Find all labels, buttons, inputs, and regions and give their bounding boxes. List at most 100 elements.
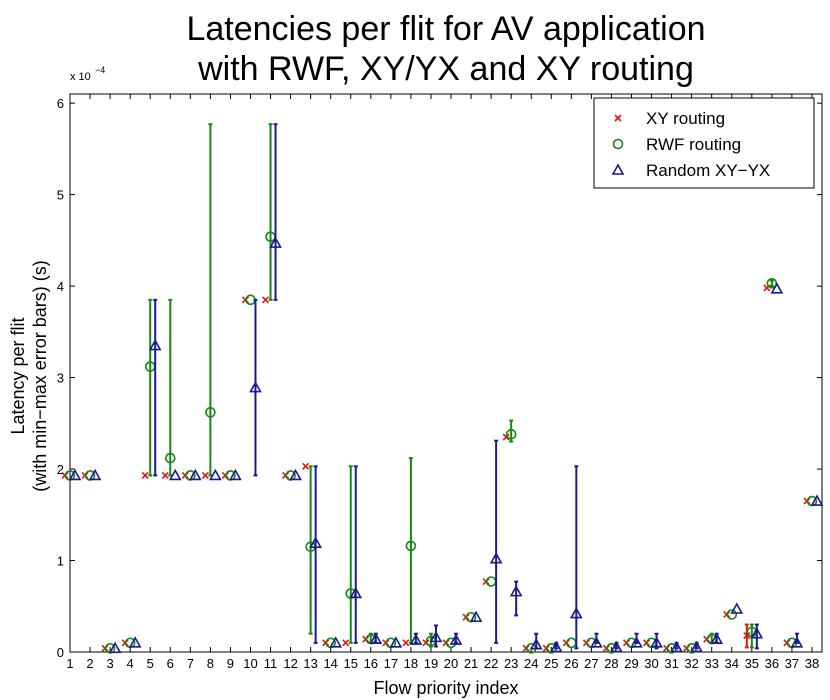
data-point-x	[201, 471, 209, 480]
title-line-1: Latencies per flit for AV application	[186, 10, 705, 48]
x-tick-label: 3	[106, 656, 113, 671]
x-tick-label: 1	[66, 656, 73, 671]
data-point-triangle	[369, 632, 383, 644]
x-tick-label: 6	[167, 656, 174, 671]
data-point-triangle	[108, 641, 122, 654]
x-tick-label: 29	[624, 656, 638, 671]
y-tick-label: 3	[57, 371, 64, 386]
legend-label: Random XY−YX	[646, 161, 770, 180]
data-point-triangle	[148, 338, 162, 351]
data-point-triangle	[810, 494, 824, 506]
data-point-triangle	[770, 282, 784, 294]
y-tick-label: 4	[57, 279, 64, 294]
x-tick-label: 22	[484, 656, 498, 671]
data-point-triangle	[128, 636, 142, 648]
data-point-x	[141, 471, 149, 480]
data-point-triangle	[429, 630, 443, 643]
x-tick-label: 34	[725, 656, 739, 671]
title-line-2: with RWF, XY/YX and XY routing	[197, 50, 694, 88]
y-exponent-power: −4	[95, 65, 105, 75]
data-point-triangle	[730, 602, 744, 614]
data-point-triangle	[549, 640, 563, 653]
data-point-triangle	[249, 380, 262, 393]
legend-marker-circle	[612, 138, 624, 150]
x-tick-label: 28	[604, 656, 618, 671]
data-point-triangle	[630, 636, 643, 648]
data-point-triangle	[690, 640, 704, 653]
data-point-circle	[505, 428, 517, 440]
legend-label: XY routing	[646, 109, 725, 128]
data-point-triangle	[670, 640, 683, 653]
data-point-triangle	[289, 468, 302, 481]
x-tick-label: 21	[464, 656, 478, 671]
data-point-triangle	[710, 632, 724, 644]
x-tick-label: 15	[344, 656, 358, 671]
x-tick-label: 19	[424, 656, 438, 671]
data-point-triangle	[329, 636, 343, 648]
data-point-triangle	[269, 236, 282, 248]
x-tick-label: 12	[283, 656, 297, 671]
data-point-triangle	[389, 636, 403, 648]
data-point-triangle	[489, 552, 503, 564]
data-point-x	[161, 471, 169, 480]
x-tick-label: 20	[444, 656, 458, 671]
x-tick-label: 23	[504, 656, 518, 671]
data-point-circle	[164, 452, 176, 464]
data-point-triangle	[188, 468, 202, 481]
x-tick-label: 16	[364, 656, 378, 671]
data-point-triangle	[790, 636, 804, 648]
x-tick-label: 14	[323, 656, 337, 671]
data-point-x	[743, 631, 751, 640]
legend-marker-x	[614, 114, 622, 122]
legend: XY routing RWF routing Random XY−YX	[593, 97, 815, 189]
x-tick-label: 2	[86, 656, 93, 671]
data-point-x	[402, 639, 410, 647]
x-tick-label: 18	[404, 656, 418, 671]
x-tick-label: 31	[664, 656, 678, 671]
y-tick-label: 0	[57, 645, 64, 660]
data-point-triangle	[509, 584, 523, 597]
legend-label: RWF routing	[646, 135, 741, 154]
data-point-x	[502, 433, 510, 441]
data-marks	[61, 123, 824, 654]
x-tick-label: 30	[644, 656, 658, 671]
y-axis-label: Latency per flit (with min−max error bar…	[8, 260, 50, 492]
x-tick-label: 37	[785, 656, 799, 671]
x-tick-label: 9	[227, 656, 234, 671]
x-tick-label: 8	[207, 656, 214, 671]
y-exponent-base: x 10	[70, 71, 91, 83]
x-tick-label: 27	[584, 656, 598, 671]
x-tick-label: 26	[564, 656, 578, 671]
data-point-triangle	[409, 633, 423, 645]
data-point-triangle	[469, 610, 483, 623]
legend-box	[593, 97, 815, 189]
data-point-x	[342, 639, 350, 647]
data-point-x	[302, 462, 310, 470]
data-point-circle	[205, 407, 216, 418]
x-tick-label: 13	[303, 656, 317, 671]
data-point-triangle	[449, 633, 463, 645]
legend-marker-triangle	[611, 163, 625, 175]
data-point-triangle	[750, 627, 764, 639]
x-tick-label: 24	[524, 656, 538, 671]
data-point-triangle	[88, 468, 102, 481]
data-point-triangle	[168, 468, 182, 481]
x-tick-label: 10	[243, 656, 257, 671]
data-point-triangle	[569, 606, 583, 619]
legend-items: XY routing RWF routing Random XY−YX	[611, 109, 770, 180]
y-tick-label: 6	[57, 96, 64, 111]
x-tick-label: 35	[745, 656, 759, 671]
y-tick-label: 5	[57, 188, 64, 203]
data-point-triangle	[68, 468, 82, 481]
x-tick-label: 33	[704, 656, 718, 671]
data-point-triangle	[650, 636, 663, 648]
x-tick-label: 5	[147, 656, 154, 671]
series-2	[68, 123, 824, 654]
data-point-x	[261, 296, 270, 304]
x-tick-label: 4	[127, 656, 134, 671]
x-tick-label: 11	[264, 656, 278, 671]
x-tick-label: 32	[684, 656, 698, 671]
data-point-triangle	[349, 586, 363, 599]
